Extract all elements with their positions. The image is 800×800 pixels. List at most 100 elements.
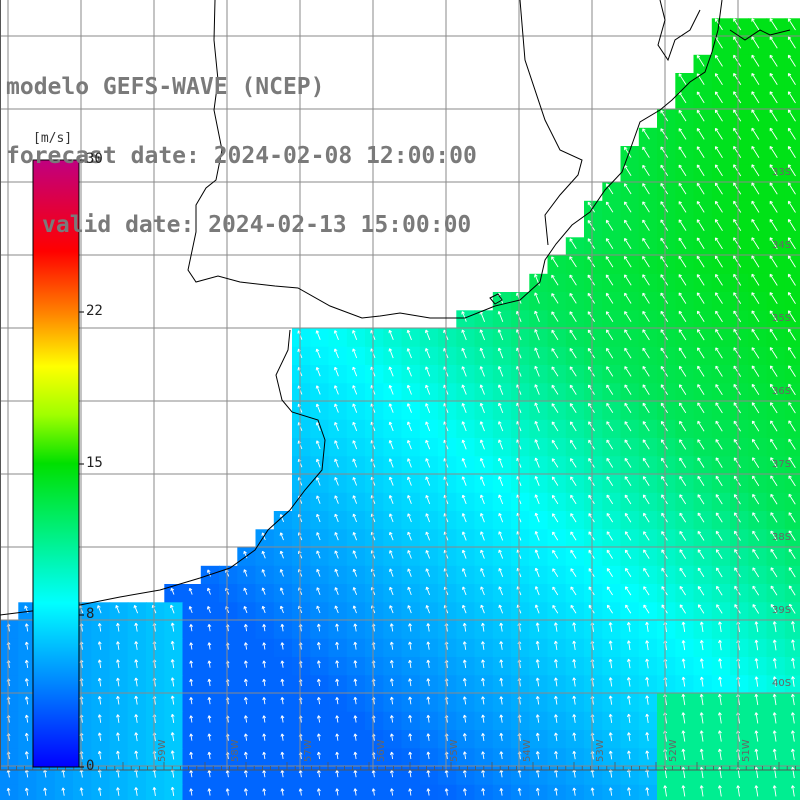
lat-label: 35S [772, 313, 792, 324]
wind-arrow [480, 586, 485, 596]
wind-arrow [371, 788, 376, 796]
wind-arrow [788, 402, 796, 414]
wind-arrow [678, 219, 687, 231]
lat-label: 40S [772, 678, 792, 689]
wind-arrow [406, 439, 412, 450]
wind-arrow [681, 676, 686, 687]
field-cell [255, 784, 275, 800]
wind-arrow [554, 751, 558, 760]
wind-arrow [717, 748, 722, 760]
wind-arrow [280, 660, 285, 668]
wind-arrow [679, 604, 686, 614]
field-cell [127, 784, 147, 800]
wind-arrow [606, 329, 614, 341]
wind-arrow [642, 476, 650, 487]
wind-arrow [642, 146, 650, 158]
wind-arrow [678, 201, 687, 213]
wind-arrow [625, 567, 632, 578]
wind-arrow [498, 586, 504, 596]
wind-arrow [408, 715, 413, 723]
field-cell [401, 784, 421, 800]
wind-arrow [569, 421, 577, 432]
lat-label: 33S [772, 167, 792, 178]
wind-arrow [733, 383, 741, 396]
wind-arrow [335, 788, 340, 796]
wind-arrow [479, 512, 485, 523]
field-cell [784, 146, 800, 165]
wind-arrow [444, 788, 449, 796]
wind-arrow [499, 696, 504, 705]
wind-arrow [408, 678, 412, 687]
wind-arrow [772, 693, 777, 706]
wind-arrow [335, 697, 340, 705]
wind-arrow [679, 494, 687, 505]
wind-arrow [626, 677, 631, 687]
wind-arrow [316, 513, 321, 523]
wind-arrow [751, 219, 760, 231]
wind-arrow [678, 109, 687, 122]
wind-arrow [715, 292, 723, 304]
wind-arrow [624, 366, 632, 377]
field-cell [164, 784, 184, 800]
wind-arrow [498, 549, 504, 559]
wind-arrow [189, 733, 194, 741]
wind-arrow [407, 605, 412, 614]
wind-arrow [279, 605, 284, 614]
wind-arrow [389, 623, 394, 632]
wind-arrow [660, 146, 669, 158]
wind-arrow [207, 733, 212, 741]
field-cell [784, 200, 800, 220]
wind-arrow [791, 676, 795, 687]
wind-arrow [696, 219, 705, 231]
field-cell [784, 273, 800, 293]
wind-arrow [334, 587, 339, 595]
wind-arrow [714, 146, 723, 158]
field-cell [182, 784, 202, 800]
wind-arrow [624, 146, 632, 158]
wind-arrow [787, 182, 796, 195]
wind-arrow [407, 550, 412, 559]
wind-arrow [333, 385, 339, 395]
wind-arrow [697, 402, 705, 414]
wind-arrow [424, 348, 431, 359]
wind-arrow [715, 384, 723, 396]
wind-arrow [715, 512, 723, 523]
wind-arrow [97, 787, 102, 796]
wind-arrow [788, 438, 796, 450]
wind-arrow [498, 457, 504, 468]
wind-arrow [715, 347, 723, 359]
wind-arrow [696, 201, 705, 213]
wind-arrow [570, 476, 577, 486]
wind-arrow [262, 697, 267, 705]
wind-arrow [316, 733, 321, 741]
wind-arrow [733, 494, 741, 505]
wind-arrow [535, 696, 540, 705]
field-cell [310, 784, 330, 800]
wind-arrow [551, 384, 559, 395]
field-cell [784, 620, 800, 640]
wind-arrow [462, 714, 467, 723]
wind-arrow [718, 676, 722, 687]
wind-arrow [408, 788, 413, 796]
wind-arrow [481, 733, 485, 741]
wind-arrow [752, 604, 760, 614]
wind-arrow [407, 513, 412, 523]
wind-arrow [335, 715, 340, 723]
wind-arrow [714, 109, 723, 122]
field-cell [237, 784, 257, 800]
wind-arrow [353, 678, 358, 687]
wind-arrow [605, 274, 614, 286]
wind-arrow [699, 621, 704, 632]
field-cell [784, 346, 800, 366]
wind-arrow [660, 310, 669, 323]
lat-label: 37S [772, 459, 792, 470]
wind-arrow [787, 164, 796, 177]
wind-arrow [481, 751, 485, 760]
wind-arrow [426, 733, 431, 741]
wind-arrow [353, 751, 358, 760]
wind-arrow [534, 329, 540, 341]
field-cell [292, 784, 311, 800]
wind-arrow [499, 641, 504, 650]
wind-arrow [243, 624, 248, 632]
